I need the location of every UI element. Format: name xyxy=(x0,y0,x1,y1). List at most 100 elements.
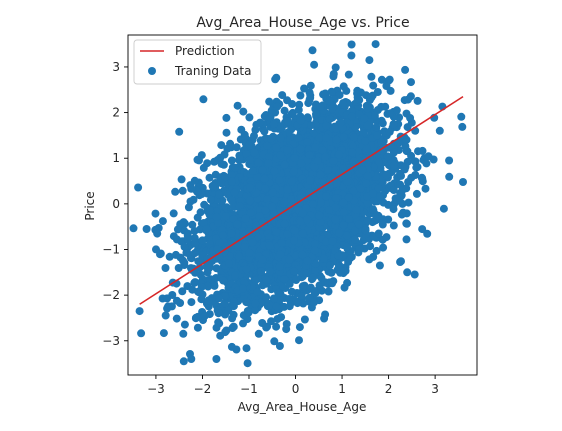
data-point xyxy=(204,296,213,305)
data-point xyxy=(283,146,292,155)
data-point xyxy=(316,102,325,111)
data-point xyxy=(332,179,341,188)
data-point xyxy=(375,261,384,270)
data-point xyxy=(214,309,223,318)
data-point xyxy=(272,322,281,331)
data-point xyxy=(363,121,372,130)
data-point xyxy=(377,75,386,84)
data-point xyxy=(231,271,240,280)
data-point xyxy=(300,84,309,93)
data-point xyxy=(216,331,225,340)
data-point xyxy=(246,155,255,164)
data-point xyxy=(366,242,375,251)
data-point xyxy=(316,218,325,227)
data-point xyxy=(328,279,337,288)
data-point xyxy=(190,234,199,243)
data-point xyxy=(305,95,314,104)
data-point xyxy=(234,243,243,251)
data-point xyxy=(297,291,306,300)
data-point xyxy=(363,104,372,113)
data-point xyxy=(424,152,433,161)
data-point xyxy=(354,220,363,229)
data-point xyxy=(316,170,325,179)
data-point xyxy=(278,91,287,100)
data-point xyxy=(210,157,219,166)
data-point xyxy=(361,226,370,235)
data-point xyxy=(368,189,377,198)
data-point xyxy=(246,196,255,205)
data-point xyxy=(242,150,251,159)
data-point xyxy=(374,229,383,238)
data-point xyxy=(327,87,336,96)
data-point xyxy=(382,82,391,90)
data-point xyxy=(404,178,413,186)
data-point xyxy=(248,167,257,175)
data-point xyxy=(324,287,333,296)
data-point xyxy=(372,246,381,255)
data-point xyxy=(385,127,394,136)
data-point xyxy=(386,109,395,118)
data-point xyxy=(253,287,262,296)
data-point xyxy=(336,268,345,277)
data-point xyxy=(263,141,272,150)
data-point xyxy=(363,199,372,208)
data-point xyxy=(230,202,239,211)
data-point xyxy=(283,207,292,216)
data-point xyxy=(294,133,303,142)
data-point xyxy=(457,112,466,121)
data-point xyxy=(283,117,292,126)
data-point xyxy=(298,250,307,259)
data-point xyxy=(389,120,398,129)
data-point xyxy=(280,275,289,283)
data-point xyxy=(422,159,431,168)
data-point xyxy=(302,269,311,278)
data-point xyxy=(285,302,294,311)
data-point xyxy=(217,141,226,150)
data-point xyxy=(348,148,357,157)
data-point xyxy=(305,150,314,159)
data-point xyxy=(262,293,271,302)
data-point xyxy=(269,120,278,129)
data-point xyxy=(373,88,382,96)
data-point xyxy=(372,123,381,132)
data-point xyxy=(232,143,241,152)
data-point xyxy=(350,226,359,235)
data-point xyxy=(171,250,180,259)
data-point xyxy=(256,118,265,127)
data-point xyxy=(370,111,379,120)
data-point xyxy=(163,304,172,313)
data-point xyxy=(335,262,343,271)
data-point xyxy=(337,118,345,127)
data-point xyxy=(369,81,378,90)
data-point xyxy=(344,70,353,79)
data-point xyxy=(317,198,325,207)
data-point xyxy=(407,78,415,87)
data-point xyxy=(254,329,263,338)
data-point xyxy=(401,162,410,171)
data-point xyxy=(389,186,398,194)
data-point xyxy=(232,345,241,354)
data-point xyxy=(200,311,209,320)
data-point xyxy=(347,112,356,121)
data-point xyxy=(321,237,330,246)
data-point xyxy=(280,106,289,115)
data-point xyxy=(273,315,282,323)
data-point xyxy=(242,265,251,274)
data-point xyxy=(290,267,299,276)
data-point xyxy=(313,156,322,165)
data-point xyxy=(303,113,312,122)
data-point xyxy=(180,320,189,329)
data-point xyxy=(215,294,224,303)
data-point xyxy=(308,200,317,209)
data-point xyxy=(382,170,391,179)
data-point xyxy=(458,122,467,131)
data-point xyxy=(213,245,222,254)
data-point xyxy=(319,254,328,263)
data-point xyxy=(383,152,392,161)
data-point xyxy=(262,323,271,332)
data-point xyxy=(204,302,213,311)
data-point xyxy=(362,144,371,153)
data-point xyxy=(310,239,319,248)
data-point xyxy=(210,281,219,290)
data-point xyxy=(285,279,294,288)
